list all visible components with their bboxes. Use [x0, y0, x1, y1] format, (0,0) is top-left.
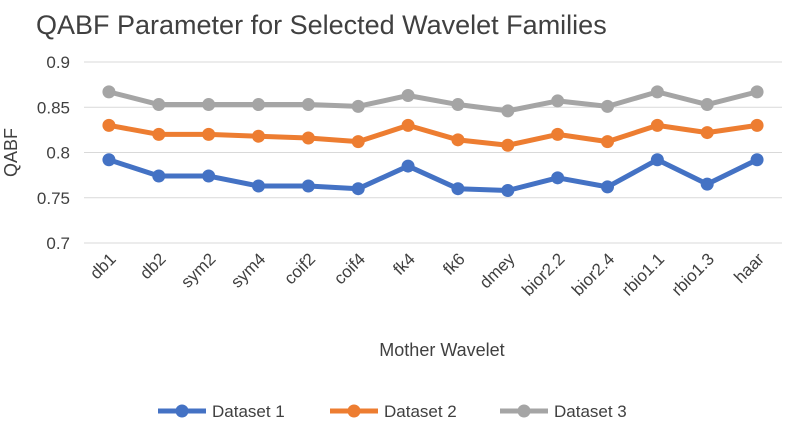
legend-swatch-marker [347, 404, 361, 418]
data-point [451, 133, 465, 147]
data-point [202, 169, 216, 183]
series-line [108, 122, 758, 148]
data-point [750, 118, 764, 132]
data-point [102, 85, 116, 99]
data-point [401, 159, 415, 173]
data-point [501, 104, 515, 118]
data-point [451, 182, 465, 196]
y-tick-label: 0.9 [46, 53, 70, 72]
data-point [700, 98, 714, 112]
data-point [551, 127, 565, 141]
data-point [401, 118, 415, 132]
x-tick-label: bior2.4 [568, 249, 618, 299]
legend: Dataset 1 Dataset 2 Dataset 3 [158, 402, 627, 421]
y-tick-label: 0.8 [46, 144, 70, 163]
x-tick-label: bior2.2 [518, 249, 568, 299]
x-tick-label: rbio1.3 [668, 249, 718, 299]
legend-item: Dataset 2 [330, 402, 457, 421]
x-axis-ticks: db1 db2 sym2 sym4 coif2 coif4 fk4 fk6 dmey bior2.… [86, 249, 768, 300]
data-point [501, 184, 515, 198]
x-tick-label: fk4 [389, 249, 418, 278]
data-point [301, 131, 315, 145]
x-tick-label: haar [730, 249, 768, 287]
y-tick-label: 0.75 [37, 189, 70, 208]
legend-label: Dataset 3 [554, 402, 627, 421]
data-point [301, 98, 315, 112]
data-point [650, 153, 664, 167]
x-axis-label: Mother Wavelet [379, 340, 504, 360]
legend-swatch-marker [175, 404, 189, 418]
series-1 [102, 153, 764, 198]
series-line [108, 157, 759, 194]
x-tick-label: coif4 [330, 249, 369, 288]
data-point [451, 98, 465, 112]
series-2 [102, 118, 764, 152]
x-tick-label: db2 [136, 249, 169, 282]
series-lines [102, 85, 764, 198]
data-point [700, 126, 714, 140]
data-point [551, 171, 565, 185]
x-tick-label: rbio1.1 [618, 249, 668, 299]
data-point [601, 135, 614, 149]
data-point [750, 153, 764, 167]
x-tick-label: coif2 [280, 249, 319, 288]
y-tick-label: 0.85 [37, 98, 70, 117]
series-line [108, 89, 758, 114]
data-point [202, 127, 216, 141]
data-point [252, 129, 265, 143]
legend-item: Dataset 3 [500, 402, 627, 421]
data-point [152, 98, 166, 112]
data-point [202, 98, 216, 112]
series-3 [102, 85, 764, 118]
y-axis-label: QABF [1, 128, 21, 177]
data-point [601, 180, 614, 194]
legend-item: Dataset 1 [158, 402, 285, 421]
chart-title: QABF Parameter for Selected Wavelet Fami… [36, 10, 607, 40]
data-point [501, 138, 515, 152]
gridlines [84, 61, 782, 244]
data-point [351, 182, 365, 196]
legend-swatch-marker [517, 404, 531, 418]
data-point [252, 179, 265, 193]
x-tick-label: db1 [86, 249, 119, 282]
data-point [351, 135, 365, 149]
data-point [102, 153, 116, 167]
data-point [351, 99, 365, 113]
x-tick-label: dmey [476, 249, 519, 292]
data-point [401, 88, 415, 102]
data-point [252, 98, 265, 112]
x-tick-label: fk6 [439, 249, 468, 278]
data-point [551, 94, 565, 108]
data-point [152, 127, 166, 141]
data-point [301, 179, 315, 193]
y-tick-label: 0.7 [46, 234, 70, 253]
data-point [700, 177, 714, 191]
data-point [650, 85, 664, 99]
x-tick-label: sym4 [227, 249, 269, 291]
x-tick-label: sym2 [177, 249, 219, 291]
data-point [152, 169, 166, 183]
legend-label: Dataset 1 [212, 402, 285, 421]
data-point [750, 85, 764, 99]
data-point [650, 118, 664, 132]
data-point [601, 99, 614, 113]
y-axis-ticks: 0.7 0.75 0.8 0.85 0.9 [37, 53, 70, 253]
data-point [102, 118, 116, 132]
legend-label: Dataset 2 [384, 402, 457, 421]
